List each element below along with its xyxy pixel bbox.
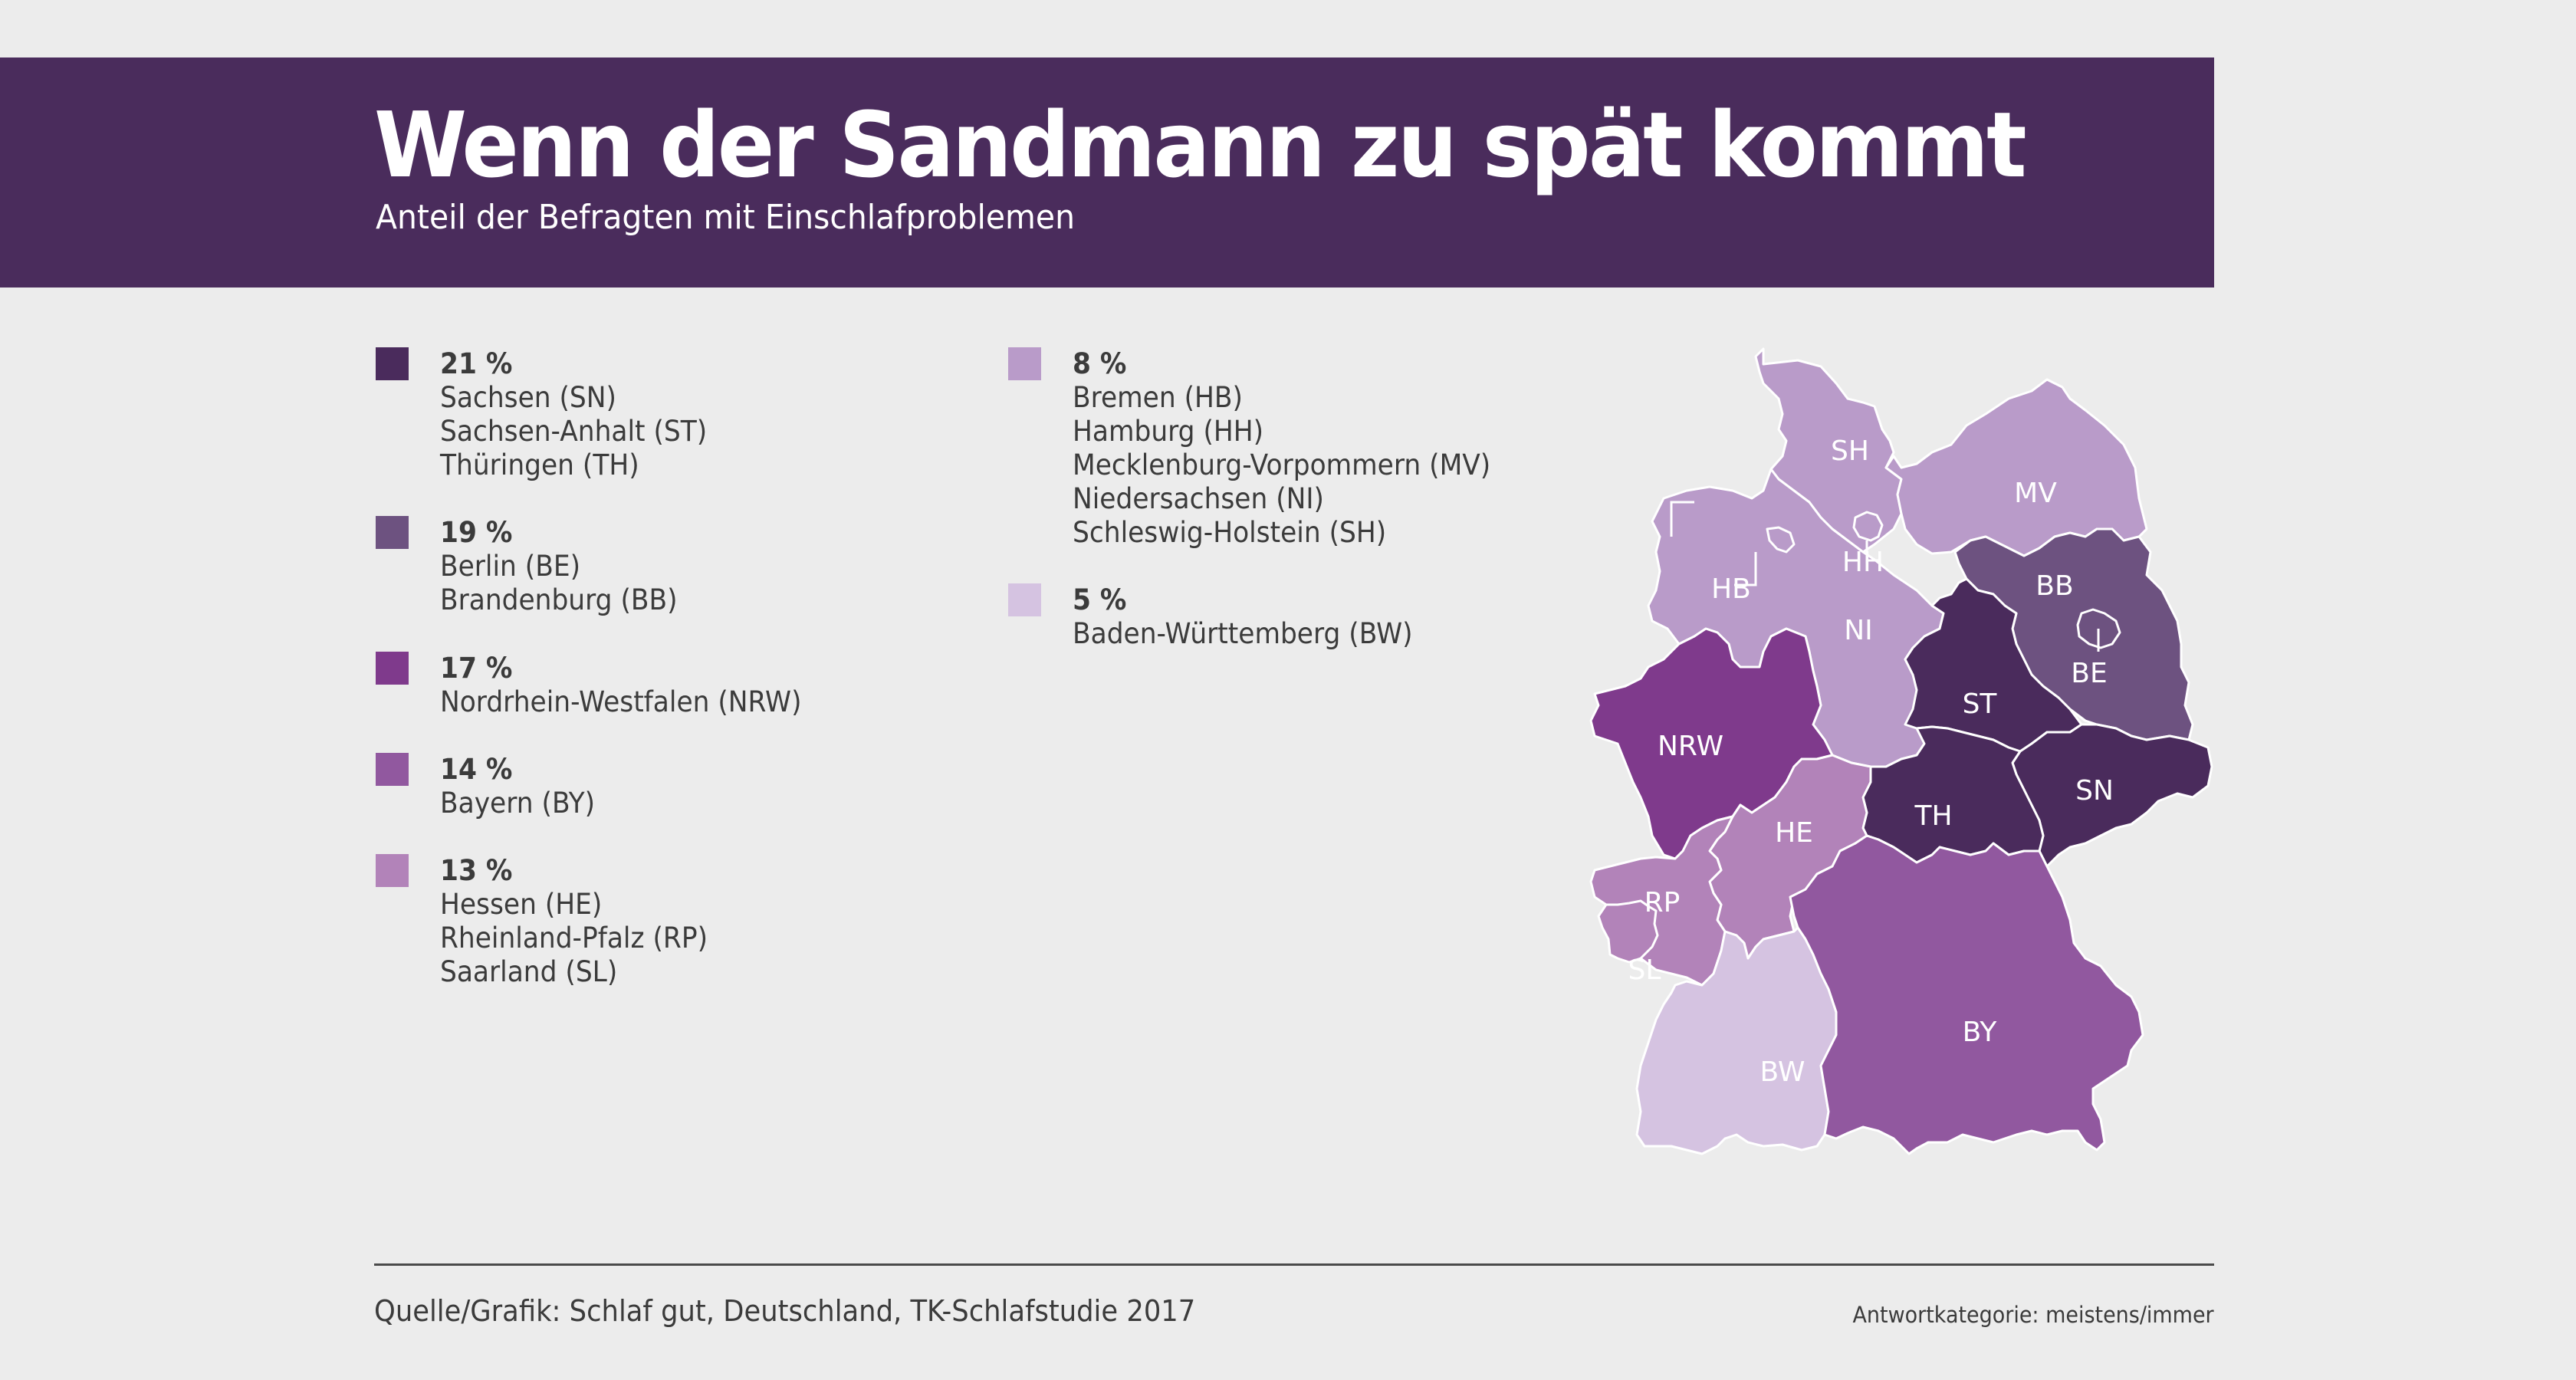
legend-value: 8 % bbox=[1073, 347, 1127, 380]
region-label-HH: HH bbox=[1842, 547, 1884, 578]
legend-swatch bbox=[376, 516, 409, 549]
legend-value: 17 % bbox=[440, 652, 513, 685]
legend-swatch bbox=[376, 753, 409, 786]
region-label-SH: SH bbox=[1831, 435, 1869, 467]
legend-state: Schleswig-Holstein (SH) bbox=[1073, 516, 1387, 549]
legend-state: Brandenburg (BB) bbox=[440, 583, 678, 616]
legend-value: 13 % bbox=[440, 854, 513, 887]
region-label-SN: SN bbox=[2075, 775, 2114, 807]
region-label-BY: BY bbox=[1963, 1017, 1998, 1048]
legend-swatch bbox=[1008, 347, 1041, 380]
legend-state: Niedersachsen (NI) bbox=[1073, 482, 1324, 515]
legend-swatch bbox=[376, 347, 409, 380]
header-banner bbox=[0, 58, 2214, 288]
legend-state: Sachsen (SN) bbox=[440, 381, 616, 414]
region-SH[interactable] bbox=[1754, 347, 1903, 554]
legend-swatch bbox=[376, 652, 409, 685]
legend-state: Bayern (BY) bbox=[440, 787, 596, 820]
region-HB[interactable] bbox=[1766, 526, 1796, 554]
region-label-HB: HB bbox=[1711, 573, 1751, 605]
page-subtitle: Anteil der Befragten mit Einschlafproble… bbox=[376, 198, 1076, 237]
legend-value: 19 % bbox=[440, 516, 513, 549]
region-BY[interactable] bbox=[1789, 834, 2144, 1155]
legend-value: 5 % bbox=[1073, 583, 1127, 616]
legend-state: Hessen (HE) bbox=[440, 888, 603, 921]
legend-state: Mecklenburg-Vorpommern (MV) bbox=[1073, 449, 1491, 481]
legend-state: Bremen (HB) bbox=[1073, 381, 1243, 414]
legend-value: 21 % bbox=[440, 347, 513, 380]
legend-state: Saarland (SL) bbox=[440, 955, 618, 988]
region-label-BW: BW bbox=[1760, 1056, 1805, 1088]
legend-swatch bbox=[1008, 583, 1041, 616]
legend-state: Rheinland-Pfalz (RP) bbox=[440, 922, 708, 955]
region-label-MV: MV bbox=[2014, 478, 2057, 509]
page-title: Wenn der Sandmann zu spät kommt bbox=[374, 92, 2027, 198]
footer-divider bbox=[374, 1263, 2214, 1266]
region-BW[interactable] bbox=[1635, 926, 1838, 1155]
region-label-HE: HE bbox=[1775, 817, 1813, 849]
region-label-SL: SL bbox=[1628, 955, 1661, 986]
legend-state: Baden-Württemberg (BW) bbox=[1073, 617, 1413, 650]
region-label-TH: TH bbox=[1914, 800, 1952, 832]
region-label-RP: RP bbox=[1644, 887, 1681, 918]
region-label-NI: NI bbox=[1844, 615, 1873, 646]
source-note: Quelle/Grafik: Schlaf gut, Deutschland, … bbox=[374, 1294, 1196, 1328]
legend-value: 14 % bbox=[440, 753, 513, 786]
region-label-BB: BB bbox=[2036, 570, 2073, 602]
legend-state: Berlin (BE) bbox=[440, 550, 580, 583]
region-label-ST: ST bbox=[1963, 688, 1998, 720]
legend-state: Thüringen (TH) bbox=[440, 449, 639, 481]
region-SL[interactable] bbox=[1597, 899, 1659, 964]
region-label-NRW: NRW bbox=[1658, 731, 1723, 762]
region-HH[interactable] bbox=[1852, 511, 1884, 542]
legend-state: Nordrhein-Westfalen (NRW) bbox=[440, 685, 802, 718]
legend-state: Hamburg (HH) bbox=[1073, 415, 1264, 448]
region-label-BE: BE bbox=[2071, 658, 2107, 689]
legend-swatch bbox=[376, 854, 409, 887]
germany-map: SH HH HB NI MV BB BE ST SN TH NRW HE RP … bbox=[1589, 347, 2213, 1155]
answer-category-note: Antwortkategorie: meistens/immer bbox=[1852, 1302, 2214, 1328]
legend-state: Sachsen-Anhalt (ST) bbox=[440, 415, 708, 448]
hb-leader-line bbox=[1670, 501, 1694, 537]
hb-leader-line-2 bbox=[1734, 552, 1757, 586]
